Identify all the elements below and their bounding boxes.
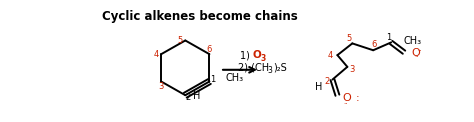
Text: 2: 2 xyxy=(325,77,330,86)
Text: 3: 3 xyxy=(350,65,355,74)
Text: O: O xyxy=(342,93,351,103)
Text: :: : xyxy=(356,93,359,103)
Text: O: O xyxy=(411,48,419,58)
Text: 3: 3 xyxy=(158,82,164,91)
Text: CH₃: CH₃ xyxy=(403,36,421,46)
Text: ··: ·· xyxy=(418,48,422,54)
Text: 6: 6 xyxy=(372,40,377,49)
Text: 5: 5 xyxy=(346,34,352,43)
Text: ··: ·· xyxy=(415,54,419,60)
Text: CH₃: CH₃ xyxy=(225,73,244,83)
Text: Cyclic alkenes become chains: Cyclic alkenes become chains xyxy=(102,10,298,23)
Text: )₂S: )₂S xyxy=(273,63,287,73)
Text: 4: 4 xyxy=(154,50,159,59)
Text: ··: ·· xyxy=(343,101,347,107)
Text: 1: 1 xyxy=(210,75,215,84)
Text: 6: 6 xyxy=(207,45,212,54)
Text: 2) (CH: 2) (CH xyxy=(238,63,269,73)
Text: 4: 4 xyxy=(328,51,333,60)
Text: 3: 3 xyxy=(268,66,273,75)
Text: 2: 2 xyxy=(186,93,191,102)
Text: O: O xyxy=(253,50,262,60)
Text: H: H xyxy=(315,82,322,92)
Text: 1: 1 xyxy=(386,33,392,42)
Text: H: H xyxy=(193,91,201,101)
Text: 5: 5 xyxy=(178,36,183,45)
Text: 3: 3 xyxy=(261,54,266,63)
Text: 1): 1) xyxy=(240,50,253,60)
